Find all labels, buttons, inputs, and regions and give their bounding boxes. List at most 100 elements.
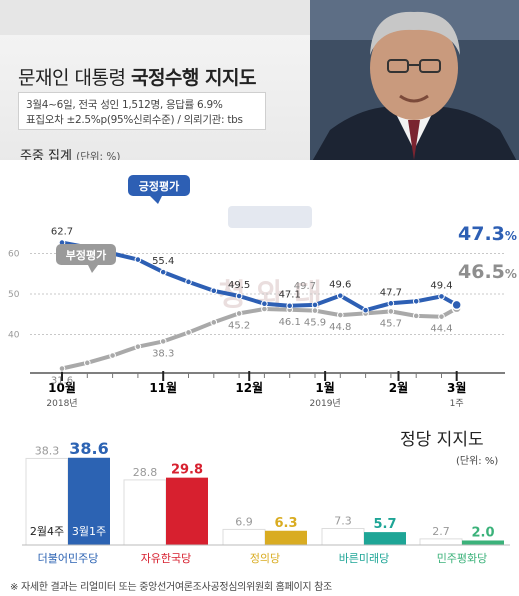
party-bar-chart: 38.3 38.6 더불어민주당 28.8 29.8 자유한국당 6.9 6.3 정의당 7.3 5… [22,439,510,565]
bar-current-label: 29.8 [171,463,203,478]
x-tick-label: 11월 [149,380,177,395]
negative-data-label: 44.4 [430,324,452,335]
negative-end-unit: % [505,267,517,281]
bar-prev [25,457,69,546]
negative-data-label: 45.2 [228,320,250,331]
positive-point [185,278,192,286]
watermark-building [228,206,312,228]
negative-end-label: 46.5% [458,261,517,283]
negative-tag-bg [56,244,116,265]
positive-data-label: 47.7 [380,287,402,298]
positive-tag-pointer [150,196,162,204]
negative-line [61,306,458,371]
negative-point [185,329,192,336]
bar-prev-label: 6.9 [235,515,253,528]
positive-data-label: 62.7 [51,227,73,238]
positive-point [412,297,420,305]
bar-chart-unit: (단위: %) [456,456,499,467]
survey-info-line2: 표집오차 ±2.5%p(95%신뢰수준) / 의뢰기관: tbs [26,114,243,126]
bar-prev-label: 2.7 [432,525,450,538]
survey-info-box [18,92,266,130]
x-tick-sublabel: 1주 [450,398,464,409]
x-tick-label: 1월 [315,380,334,395]
negative-point [134,343,142,350]
bar-prev [321,528,365,546]
negative-data-label: 45.9 [304,318,326,329]
positive-data-label: 47.1 [279,290,301,301]
x-tick-sublabel: 2018년 [46,398,77,409]
x-tick-label: 10월 [48,380,76,395]
negative-point [58,365,66,372]
negative-data-label: 31.6 [51,376,73,387]
negative-tag: 부정평가 [66,248,106,262]
page-title: 문재인 대통령 국정수행 지지도 [18,63,256,90]
bar-prev [123,479,167,546]
positive-point [387,300,395,307]
bar-prev [419,538,463,546]
positive-point [159,268,167,276]
negative-tag-pointer [88,265,98,273]
positive-point [134,256,142,263]
bar-prev-label: 38.3 [35,444,60,457]
positive-point [210,287,218,295]
bar-current [166,477,208,545]
y-tick-label: 50 [8,290,20,300]
bar-current [364,532,406,545]
title-bold: 국정수행 지지도 [130,67,256,89]
positive-end-label: 47.3% [458,223,517,245]
bar-prev [222,528,266,546]
positive-point [362,306,369,314]
y-tick-label: 40 [8,331,20,341]
bar-current [68,457,110,545]
bar-current-label: 2.0 [471,525,494,540]
category-label: 정의당 [250,552,280,565]
negative-data-label: 46.1 [279,317,301,328]
positive-point [286,302,294,310]
bar-chart-title: 정당 지지도 [400,430,484,450]
positive-end-point [451,299,462,311]
series-label-prev: 2월4주 [30,525,64,538]
positive-data-label: 49.4 [430,280,452,291]
x-tick-label: 2월 [389,380,408,395]
negative-point [210,319,218,326]
negative-point [109,352,116,359]
category-label: 민주평화당 [437,552,488,565]
negative-data-label: 44.8 [329,322,351,333]
bar-current-label: 38.6 [69,439,108,458]
negative-point [261,305,268,313]
bar-current [265,530,307,545]
series-label-current: 3월1주 [72,525,106,538]
category-label: 바른미래당 [339,552,390,565]
footnote: ※ 자세한 결과는 리얼미터 또는 중앙선거여론조사공정심의위원회 홈페이지 참… [10,582,332,593]
bar-current-label: 5.7 [373,517,396,532]
y-tick-label: 60 [8,250,20,260]
negative-point [159,338,167,345]
x-tick-label: 12월 [235,380,263,395]
president-portrait [310,0,519,165]
negative-point [438,313,445,320]
positive-point [438,293,445,300]
negative-data-label: 38.3 [152,348,174,359]
bar-current [462,540,504,545]
positive-tag-bg [128,175,190,196]
bar-prev-label: 28.8 [133,466,158,479]
negative-point [412,312,420,320]
negative-point [235,310,243,317]
category-label: 자유한국당 [141,552,192,565]
negative-point [311,307,319,314]
negative-data-label: 45.7 [380,318,402,329]
positive-point [261,300,268,308]
positive-data-label: 49.6 [329,280,351,291]
survey-info-line1: 3월4~6일, 전국 성인 1,512명, 응답률 6.9% [26,99,223,111]
negative-data-label: 49.7 [294,281,316,292]
positive-point [235,292,243,300]
positive-tag: 긍정평가 [139,179,179,193]
positive-point [311,301,319,309]
category-label: 더불어민주당 [38,552,99,565]
bar-current-label: 6.3 [274,516,297,531]
negative-point [337,311,344,319]
negative-point [387,308,395,315]
positive-data-label: 55.4 [152,256,174,267]
x-tick-label: 3월 [447,380,466,395]
